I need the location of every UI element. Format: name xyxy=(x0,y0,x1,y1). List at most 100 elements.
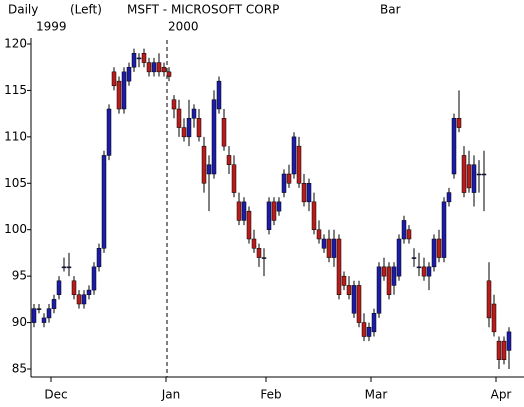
candle-body xyxy=(306,183,312,203)
candle-body xyxy=(216,80,222,110)
candle-body xyxy=(286,173,292,184)
candle-body xyxy=(266,201,272,230)
candle-body xyxy=(141,53,147,63)
candle-body xyxy=(131,53,137,68)
candle-body xyxy=(206,164,212,175)
candle-body xyxy=(116,80,122,110)
candle-body xyxy=(56,280,62,295)
candle-body xyxy=(431,238,437,268)
candle-body xyxy=(486,280,492,319)
candle-body xyxy=(436,238,442,258)
candle-body xyxy=(296,145,302,184)
x-tick-label: Feb xyxy=(260,388,281,402)
candle-body xyxy=(66,266,72,269)
candle-body xyxy=(501,340,507,360)
candle-body xyxy=(236,201,242,221)
candle-body xyxy=(361,322,367,337)
candle-body xyxy=(111,71,117,87)
candle-body xyxy=(271,201,277,221)
candle-body xyxy=(326,238,332,258)
y-tick-label: 115 xyxy=(4,83,27,97)
candle-body xyxy=(311,201,317,230)
x-tick-label: Apr xyxy=(491,388,512,402)
candle-body xyxy=(281,173,287,193)
candle-body xyxy=(366,326,372,337)
candle-body xyxy=(426,266,432,277)
y-tick-label: 120 xyxy=(4,37,27,51)
candle-body xyxy=(391,266,397,286)
chart-title: MSFT - MICROSOFT CORP xyxy=(127,3,279,17)
candle-body xyxy=(201,145,207,184)
candle-body xyxy=(36,308,42,310)
candle-body xyxy=(331,238,337,258)
style-label: Bar xyxy=(380,3,401,17)
candle-body xyxy=(321,238,327,249)
candle-body xyxy=(46,308,52,319)
candle-body xyxy=(151,62,157,73)
candle-body xyxy=(356,285,362,323)
candle-body xyxy=(156,62,162,73)
candle-body xyxy=(451,118,457,175)
candle-body xyxy=(371,313,377,333)
candle-body xyxy=(211,99,217,175)
candle-body xyxy=(61,266,67,269)
candle-body xyxy=(446,192,452,203)
candle-body xyxy=(166,71,172,77)
candle-body xyxy=(401,220,407,240)
x-tick-label: Mar xyxy=(365,388,388,402)
candle-body xyxy=(441,201,447,258)
candle-body xyxy=(261,257,267,259)
candle-body xyxy=(336,238,342,295)
candle-body xyxy=(346,285,352,295)
candle-body xyxy=(96,248,102,268)
candle-body xyxy=(276,201,282,212)
candle-body xyxy=(76,294,82,305)
candle-body xyxy=(106,108,112,156)
year-label: 1999 xyxy=(36,20,67,34)
x-tick-label: Jan xyxy=(161,388,181,402)
candle-body xyxy=(421,266,427,277)
y-tick-label: 90 xyxy=(12,315,27,329)
y-tick-label: 100 xyxy=(4,222,27,236)
candle-body xyxy=(256,248,262,258)
candle-body xyxy=(476,173,482,176)
candle-body xyxy=(101,155,107,249)
candle-body xyxy=(341,275,347,286)
candle-body xyxy=(411,257,417,259)
candle-body xyxy=(181,127,187,138)
candle-body xyxy=(246,210,252,240)
candle-body xyxy=(146,62,152,73)
candle-body xyxy=(496,340,502,360)
candle-body xyxy=(161,66,167,73)
candle-body xyxy=(506,331,512,351)
candle-body xyxy=(31,308,37,323)
y-tick-label: 105 xyxy=(4,176,27,190)
candle-body xyxy=(396,238,402,277)
candle-body xyxy=(291,136,297,175)
candle-body xyxy=(126,66,132,82)
y-tick-label: 95 xyxy=(12,269,27,283)
candle-body xyxy=(186,118,192,138)
year-label: 2000 xyxy=(168,20,199,34)
candle-body xyxy=(71,280,77,295)
candle-body xyxy=(456,118,462,128)
candle-body xyxy=(51,299,57,309)
candle-body xyxy=(191,108,197,119)
candle-body xyxy=(81,294,87,305)
candle-body xyxy=(41,317,47,323)
candle-body xyxy=(231,164,237,193)
candle-body xyxy=(301,183,307,203)
candle-body xyxy=(221,118,227,147)
candle-body xyxy=(461,155,467,193)
candle-body xyxy=(316,229,322,240)
y-tick-label: 110 xyxy=(4,129,27,143)
candle-body xyxy=(91,266,97,291)
candle-body xyxy=(136,57,142,60)
candle-body xyxy=(406,229,412,240)
candle-body xyxy=(226,155,232,165)
period-label: Daily xyxy=(8,3,38,17)
candle-body xyxy=(381,266,387,277)
